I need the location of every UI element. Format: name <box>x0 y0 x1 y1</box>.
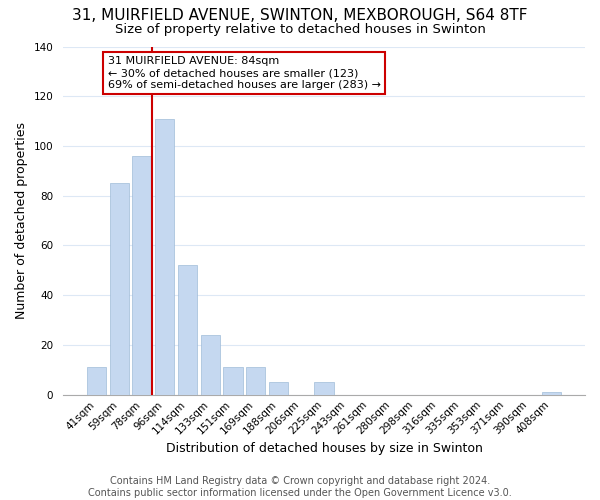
Bar <box>314 382 334 394</box>
Y-axis label: Number of detached properties: Number of detached properties <box>15 122 28 319</box>
Bar <box>200 335 220 394</box>
Bar <box>269 382 288 394</box>
Bar <box>87 368 106 394</box>
Bar <box>155 118 175 394</box>
Bar <box>178 266 197 394</box>
X-axis label: Distribution of detached houses by size in Swinton: Distribution of detached houses by size … <box>166 442 482 455</box>
Text: 31, MUIRFIELD AVENUE, SWINTON, MEXBOROUGH, S64 8TF: 31, MUIRFIELD AVENUE, SWINTON, MEXBOROUG… <box>72 8 528 22</box>
Text: 31 MUIRFIELD AVENUE: 84sqm
← 30% of detached houses are smaller (123)
69% of sem: 31 MUIRFIELD AVENUE: 84sqm ← 30% of deta… <box>108 56 381 90</box>
Bar <box>223 368 242 394</box>
Bar <box>132 156 152 394</box>
Text: Size of property relative to detached houses in Swinton: Size of property relative to detached ho… <box>115 22 485 36</box>
Bar <box>542 392 561 394</box>
Text: Contains HM Land Registry data © Crown copyright and database right 2024.
Contai: Contains HM Land Registry data © Crown c… <box>88 476 512 498</box>
Bar <box>246 368 265 394</box>
Bar <box>110 184 129 394</box>
